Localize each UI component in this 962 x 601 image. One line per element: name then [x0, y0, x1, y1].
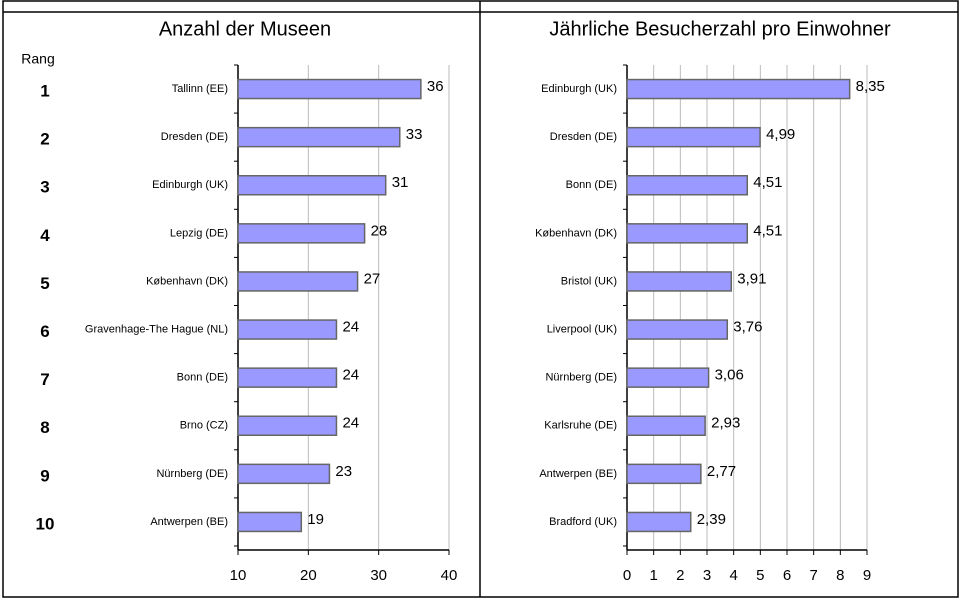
value-label: 2,93: [711, 415, 740, 432]
value-label: 3,76: [733, 319, 762, 336]
x-tick-label: 5: [756, 567, 764, 584]
bar: [626, 319, 729, 340]
value-label: 23: [335, 463, 352, 480]
value-label: 31: [392, 174, 409, 191]
category-label: Edinburgh (UK): [152, 179, 228, 191]
bar: [237, 271, 359, 292]
bar: [626, 463, 702, 485]
category-label: Nürnberg (DE): [545, 372, 617, 384]
category-label: Antwerpen (BE): [150, 516, 228, 528]
value-label: 4,99: [766, 126, 795, 143]
x-tick-label: 4: [729, 567, 737, 584]
x-tick-label: 7: [809, 567, 817, 584]
value-label: 3,06: [715, 367, 744, 384]
category-label: København (DK): [535, 227, 617, 239]
value-label: 19: [307, 511, 324, 528]
category-label: Bradford (UK): [549, 516, 617, 528]
value-label: 3,91: [737, 270, 766, 287]
x-tick-label: 6: [783, 567, 791, 584]
bar: [626, 223, 749, 244]
x-tick-label: 2: [676, 567, 684, 584]
category-label: Karlsruhe (DE): [544, 420, 617, 432]
category-label: Bonn (DE): [177, 372, 228, 384]
bar: [626, 511, 692, 533]
category-label: Antwerpen (BE): [539, 468, 617, 480]
bar: [626, 175, 749, 196]
rank: 5: [40, 274, 49, 293]
x-tick-label: 8: [836, 567, 844, 584]
bar: [237, 415, 338, 436]
category-label: Gravenhage-The Hague (NL): [85, 323, 228, 335]
bar: [626, 126, 761, 148]
bar: [237, 175, 387, 196]
rank: 6: [40, 322, 49, 341]
x-tick-label: 0: [623, 567, 631, 584]
chart-title: Jährliche Besucherzahl pro Einwohner: [549, 18, 891, 40]
value-label: 24: [342, 319, 359, 336]
value-label: 4,51: [753, 222, 782, 239]
category-label: Dresden (DE): [550, 131, 617, 143]
rank: 7: [40, 370, 49, 389]
bar: [237, 511, 303, 533]
category-label: Edinburgh (UK): [541, 83, 617, 95]
chart-title: Anzahl der Museen: [159, 18, 331, 40]
bar: [237, 126, 401, 148]
value-label: 24: [342, 415, 359, 432]
rank: 4: [40, 226, 50, 245]
x-tick-label: 3: [703, 567, 711, 584]
value-label: 4,51: [753, 174, 782, 191]
bar: [237, 78, 422, 100]
value-label: 24: [342, 367, 359, 384]
value-label: 2,39: [697, 511, 726, 528]
x-tick-label: 1: [649, 567, 657, 584]
bar: [626, 367, 710, 388]
category-label: Nürnberg (DE): [156, 468, 228, 480]
category-label: Brno (CZ): [180, 420, 228, 432]
value-label: 8,35: [856, 78, 885, 95]
category-label: Bristol (UK): [561, 275, 617, 287]
bar: [626, 415, 706, 436]
bar: [626, 271, 733, 292]
bar: [626, 78, 851, 100]
value-label: 28: [371, 222, 388, 239]
category-label: København (DK): [146, 275, 228, 287]
x-tick-label: 40: [441, 567, 458, 584]
bar: [237, 319, 338, 340]
value-label: 33: [406, 126, 423, 143]
value-label: 2,77: [707, 463, 736, 480]
rank: 1: [40, 82, 49, 101]
value-label: 36: [427, 78, 444, 95]
bar: [237, 223, 366, 244]
x-tick-label: 30: [370, 567, 387, 584]
rank-header: Rang: [21, 51, 54, 67]
x-tick-label: 9: [863, 567, 871, 584]
category-label: Tallinn (EE): [172, 83, 228, 95]
rank: 3: [40, 178, 49, 197]
bar: [237, 367, 338, 388]
rank: 8: [40, 418, 49, 437]
category-label: Liverpool (UK): [547, 323, 617, 335]
x-tick-label: 10: [230, 567, 247, 584]
category-label: Bonn (DE): [566, 179, 617, 191]
rank: 2: [40, 130, 49, 149]
value-label: 27: [364, 270, 381, 287]
category-label: Dresden (DE): [161, 131, 228, 143]
bar: [237, 463, 331, 485]
rank: 9: [40, 466, 49, 485]
category-label: Lepzig (DE): [170, 227, 228, 239]
rank: 10: [36, 514, 55, 533]
x-tick-label: 20: [300, 567, 317, 584]
